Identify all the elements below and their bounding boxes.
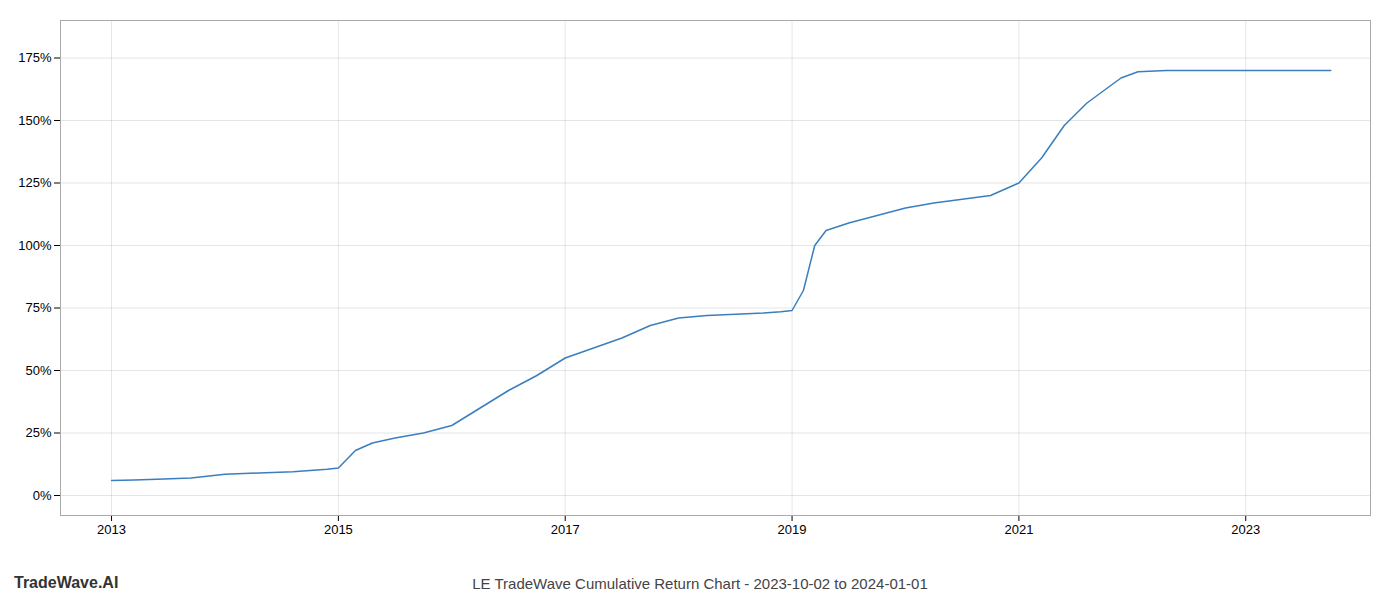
svg-text:175%: 175% — [18, 50, 52, 65]
svg-text:75%: 75% — [25, 300, 51, 315]
html-text:LE TradeWave Cumulative Return: LE TradeWave Cumulative Return Chart - 2… — [472, 575, 928, 592]
svg-text:2015: 2015 — [324, 522, 353, 537]
svg-text:0%: 0% — [33, 488, 52, 503]
html-text:TradeWave.AI: TradeWave.AI — [14, 574, 119, 591]
svg-text:2013: 2013 — [97, 522, 126, 537]
svg-text:150%: 150% — [18, 113, 52, 128]
svg-text:50%: 50% — [25, 363, 51, 378]
svg-text:2021: 2021 — [1004, 522, 1033, 537]
svg-text:25%: 25% — [25, 425, 51, 440]
svg-text:2017: 2017 — [551, 522, 580, 537]
svg-text:100%: 100% — [18, 238, 52, 253]
svg-text:2023: 2023 — [1231, 522, 1260, 537]
svg-text:125%: 125% — [18, 175, 52, 190]
svg-text:2019: 2019 — [778, 522, 807, 537]
